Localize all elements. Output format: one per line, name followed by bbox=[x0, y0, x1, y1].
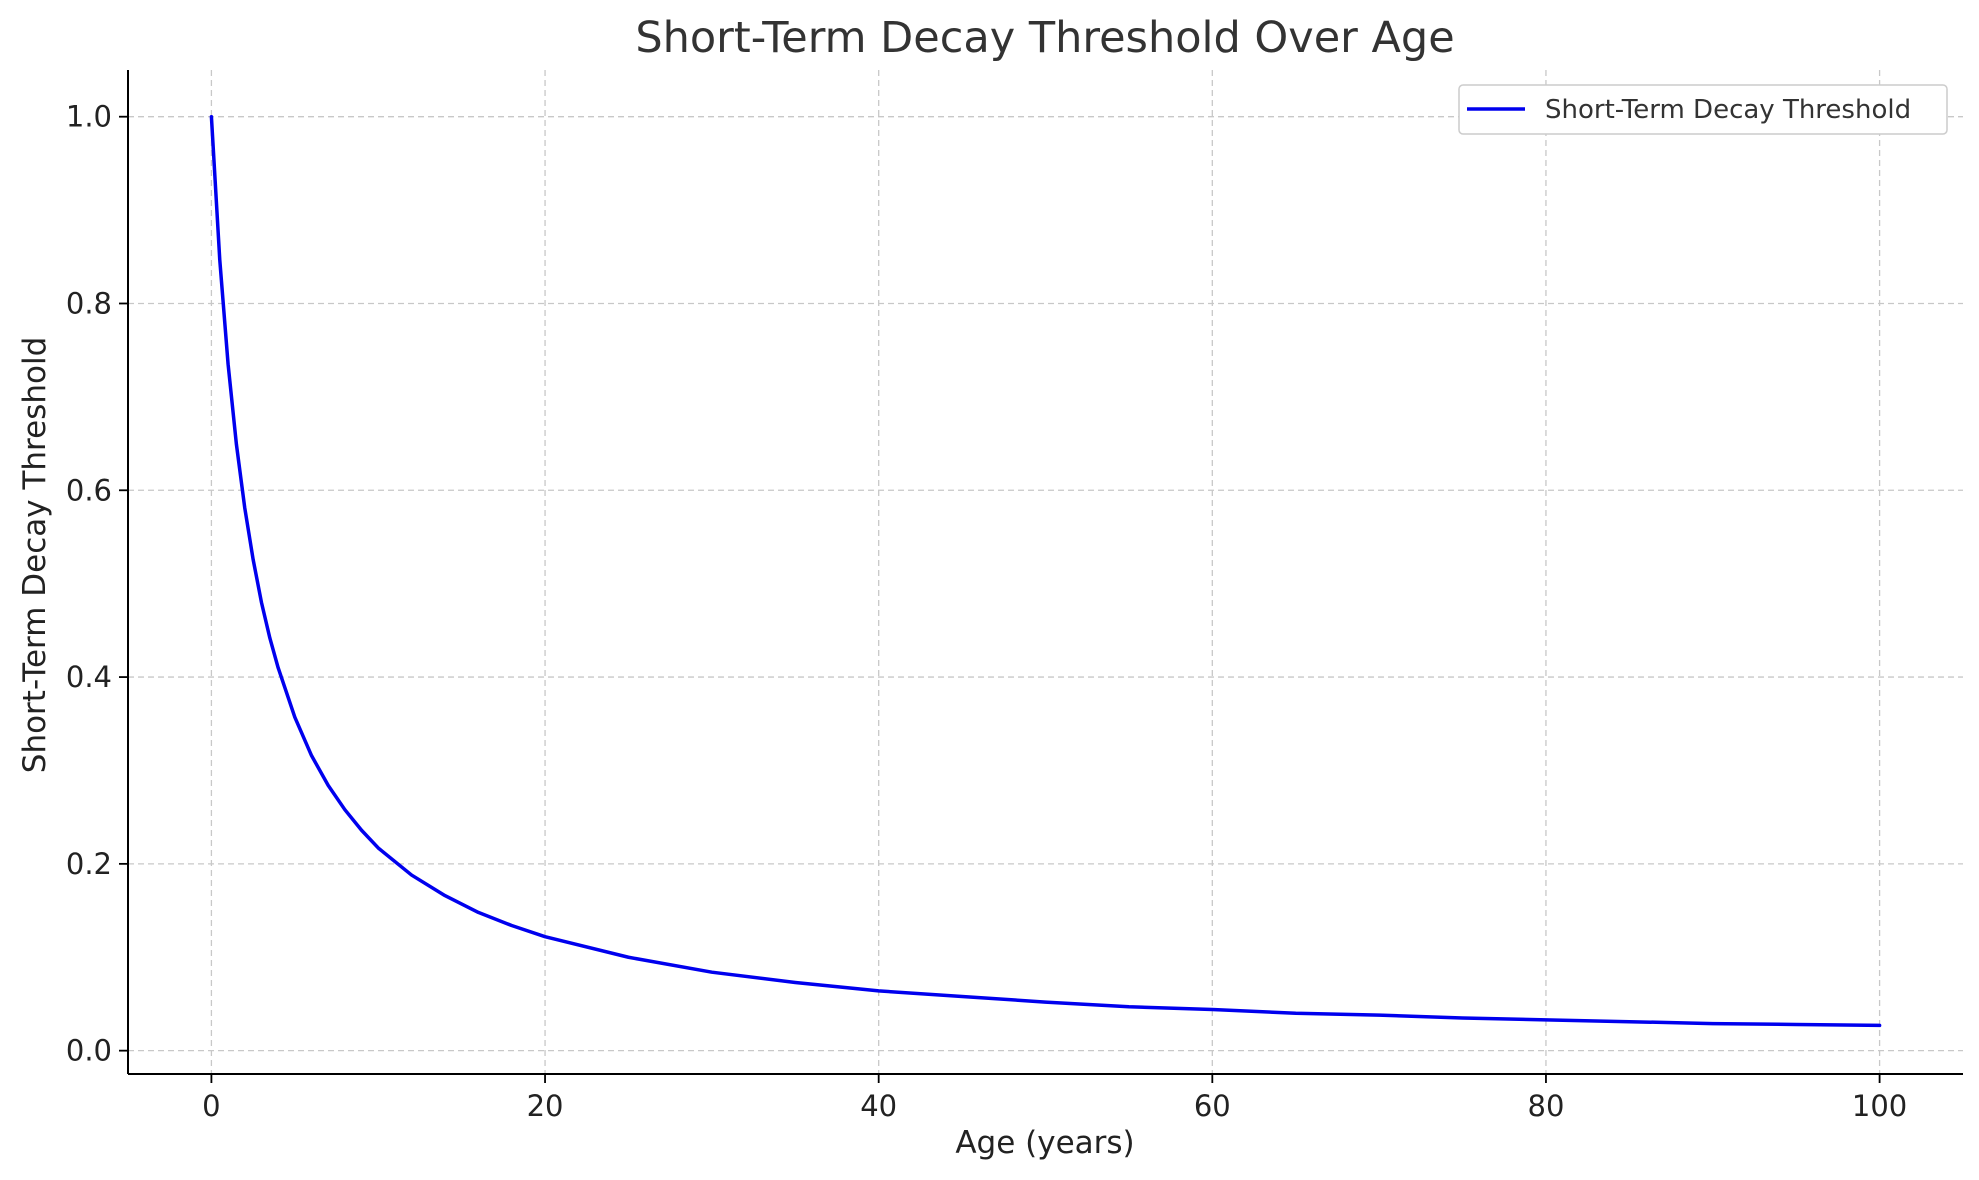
x-tick-label: 80 bbox=[1528, 1089, 1565, 1123]
chart-title: Short-Term Decay Threshold Over Age bbox=[635, 13, 1454, 63]
legend-box bbox=[1458, 84, 1948, 135]
x-tick-label: 20 bbox=[527, 1089, 564, 1123]
x-tick-label: 60 bbox=[1194, 1089, 1231, 1123]
y-tick-label: 0.4 bbox=[66, 660, 112, 694]
x-tick-label: 0 bbox=[202, 1089, 220, 1123]
series-layer bbox=[209, 114, 1882, 1028]
y-axis-title: Short-Term Decay Threshold bbox=[17, 337, 53, 773]
x-tick-label: 100 bbox=[1852, 1089, 1907, 1123]
series-line bbox=[209, 114, 1882, 1028]
y-tick-label: 0.8 bbox=[66, 286, 112, 320]
grid bbox=[128, 70, 1963, 1074]
legend: Short-Term Decay Threshold bbox=[1458, 84, 1948, 135]
y-tick-label: 1.0 bbox=[66, 100, 112, 134]
y-tick-label: 0.2 bbox=[66, 847, 112, 881]
y-tick-label: 0.0 bbox=[66, 1034, 112, 1068]
y-tick-label: 0.6 bbox=[66, 473, 112, 507]
x-axis-title: Age (years) bbox=[955, 1125, 1134, 1161]
legend-label: Short-Term Decay Threshold bbox=[1545, 95, 1911, 125]
x-tick-label: 40 bbox=[860, 1089, 897, 1123]
axes: 0 20 40 60 80 100 0.0 0.2 0.4 0.6 0.8 1.0 bbox=[66, 70, 1963, 1123]
